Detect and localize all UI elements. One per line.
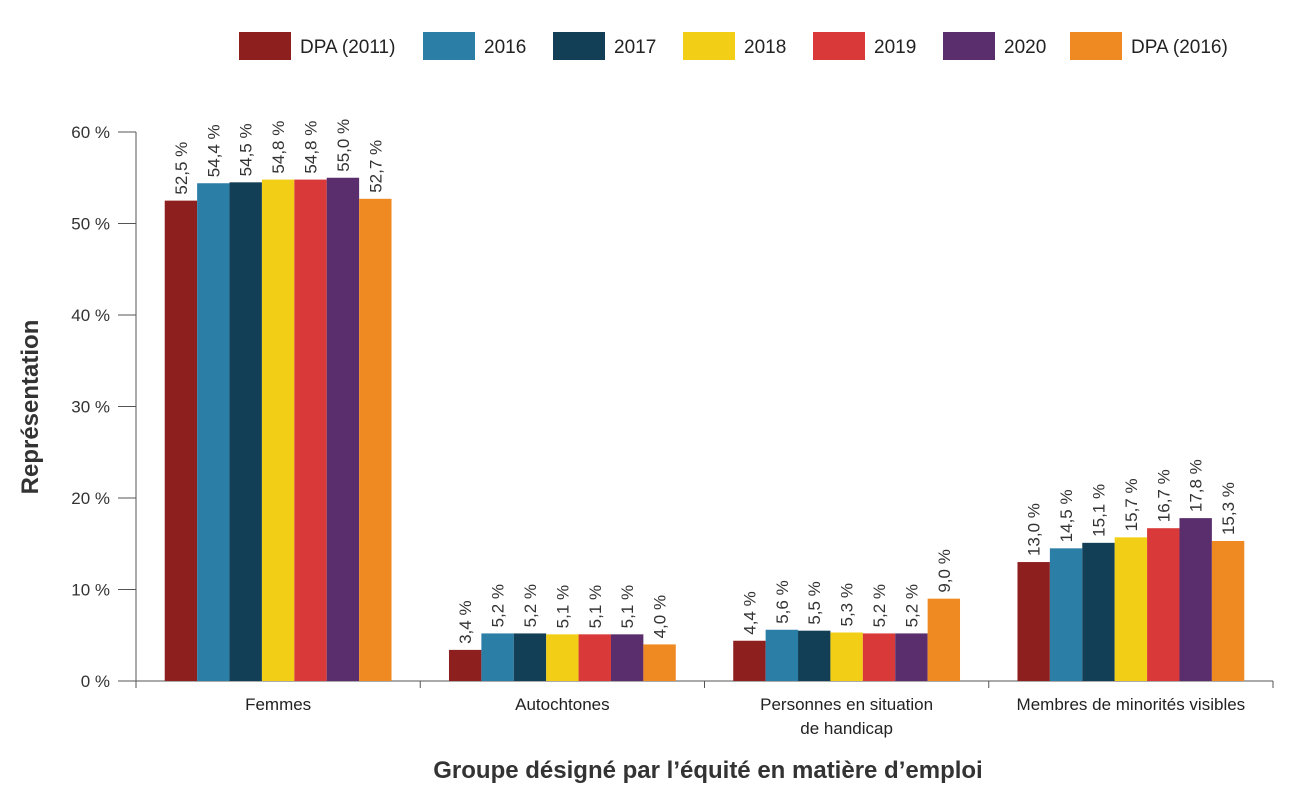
data-label: 54,4 % (204, 124, 223, 177)
legend: DPA (2011) 2016 2017 2018 2019 2020 DPA (2016) (239, 32, 1228, 60)
x-category-label: Autochtones (515, 695, 610, 714)
bar (261, 179, 295, 681)
legend-label: 2019 (874, 37, 916, 58)
y-tick-label: 40 % (71, 306, 110, 325)
bar (229, 182, 262, 681)
bar (1179, 518, 1212, 681)
data-label: 15,1 % (1089, 484, 1108, 537)
bar (578, 634, 611, 681)
bar (326, 177, 360, 681)
bar (765, 629, 799, 681)
legend-swatch (553, 32, 605, 60)
bar (1017, 562, 1050, 681)
data-label: 16,7 % (1154, 469, 1173, 522)
bar (294, 179, 327, 681)
data-label: 14,5 % (1057, 489, 1076, 542)
data-label: 5,2 % (870, 584, 889, 627)
x-category-label: Femmes (245, 695, 311, 714)
data-label: 5,5 % (805, 581, 824, 624)
y-tick-label: 50 % (71, 215, 110, 234)
value-labels: 52,5 % 54,4 % 54,5 % 54,8 % 54,8 % 55,0 % 52,7… (172, 119, 1238, 644)
legend-swatch (683, 32, 735, 60)
data-label: 54,5 % (237, 123, 256, 176)
bar (610, 634, 644, 681)
legend-label: DPA (2011) (300, 37, 395, 58)
x-axis: Femmes Autochtones Personnes en situation d… (135, 680, 1274, 738)
bar (546, 634, 579, 681)
data-label: 4,4 % (740, 591, 759, 634)
data-label: 13,0 % (1025, 503, 1044, 556)
bar (448, 649, 482, 681)
x-axis-title: Groupe désigné par l’équité en matière d… (433, 757, 982, 784)
bar (830, 632, 863, 681)
bar (1082, 542, 1115, 681)
x-category-label: Membres de minorités visibles (1017, 695, 1246, 714)
bar (164, 200, 198, 681)
bars (164, 177, 1245, 682)
y-tick-label: 0 % (81, 672, 110, 691)
bar (359, 198, 392, 682)
data-label: 55,0 % (334, 119, 353, 172)
data-label: 5,2 % (521, 584, 540, 627)
data-label: 15,7 % (1122, 478, 1141, 531)
data-label: 5,1 % (553, 585, 572, 628)
legend-label: DPA (2016) (1131, 37, 1228, 58)
bar (798, 630, 831, 681)
bar (862, 633, 896, 681)
bar (643, 644, 676, 681)
legend-swatch (423, 32, 475, 60)
legend-label: 2016 (484, 37, 526, 58)
bar (513, 633, 547, 681)
y-tick-label: 20 % (71, 489, 110, 508)
legend-swatch (239, 32, 291, 60)
data-label: 3,4 % (456, 600, 475, 643)
data-label: 5,3 % (838, 583, 857, 626)
bar (927, 598, 961, 681)
bar (197, 183, 230, 682)
data-label: 5,1 % (586, 585, 605, 628)
bar (733, 640, 766, 681)
y-axis-title: Représentation (17, 320, 44, 495)
legend-swatch (943, 32, 995, 60)
y-axis: 0 % 10 % 20 % 30 % 40 % 50 % 60 % (71, 123, 137, 691)
bar (1049, 548, 1083, 681)
data-label: 52,7 % (366, 140, 385, 193)
data-label: 5,2 % (489, 584, 508, 627)
y-tick-label: 10 % (71, 581, 110, 600)
data-label: 54,8 % (302, 121, 321, 174)
data-label: 15,3 % (1219, 482, 1238, 535)
legend-swatch (1070, 32, 1122, 60)
y-tick-label: 60 % (71, 123, 110, 142)
data-label: 52,5 % (172, 142, 191, 195)
data-label: 54,8 % (269, 121, 288, 174)
data-label: 5,1 % (618, 585, 637, 628)
bar (1114, 537, 1148, 681)
y-tick-label: 30 % (71, 398, 110, 417)
data-label: 17,8 % (1187, 459, 1206, 512)
bar (1211, 541, 1245, 681)
data-label: 5,2 % (902, 584, 921, 627)
bar (895, 633, 928, 681)
data-label: 4,0 % (651, 595, 670, 638)
legend-label: 2020 (1004, 37, 1046, 58)
data-label: 5,6 % (773, 580, 792, 623)
legend-label: 2018 (744, 37, 786, 58)
data-label: 9,0 % (935, 549, 954, 592)
bar (481, 633, 514, 681)
x-category-label: Personnes en situation de handicap (760, 695, 933, 738)
legend-swatch (813, 32, 865, 60)
bar (1147, 528, 1180, 681)
legend-label: 2017 (614, 37, 656, 58)
